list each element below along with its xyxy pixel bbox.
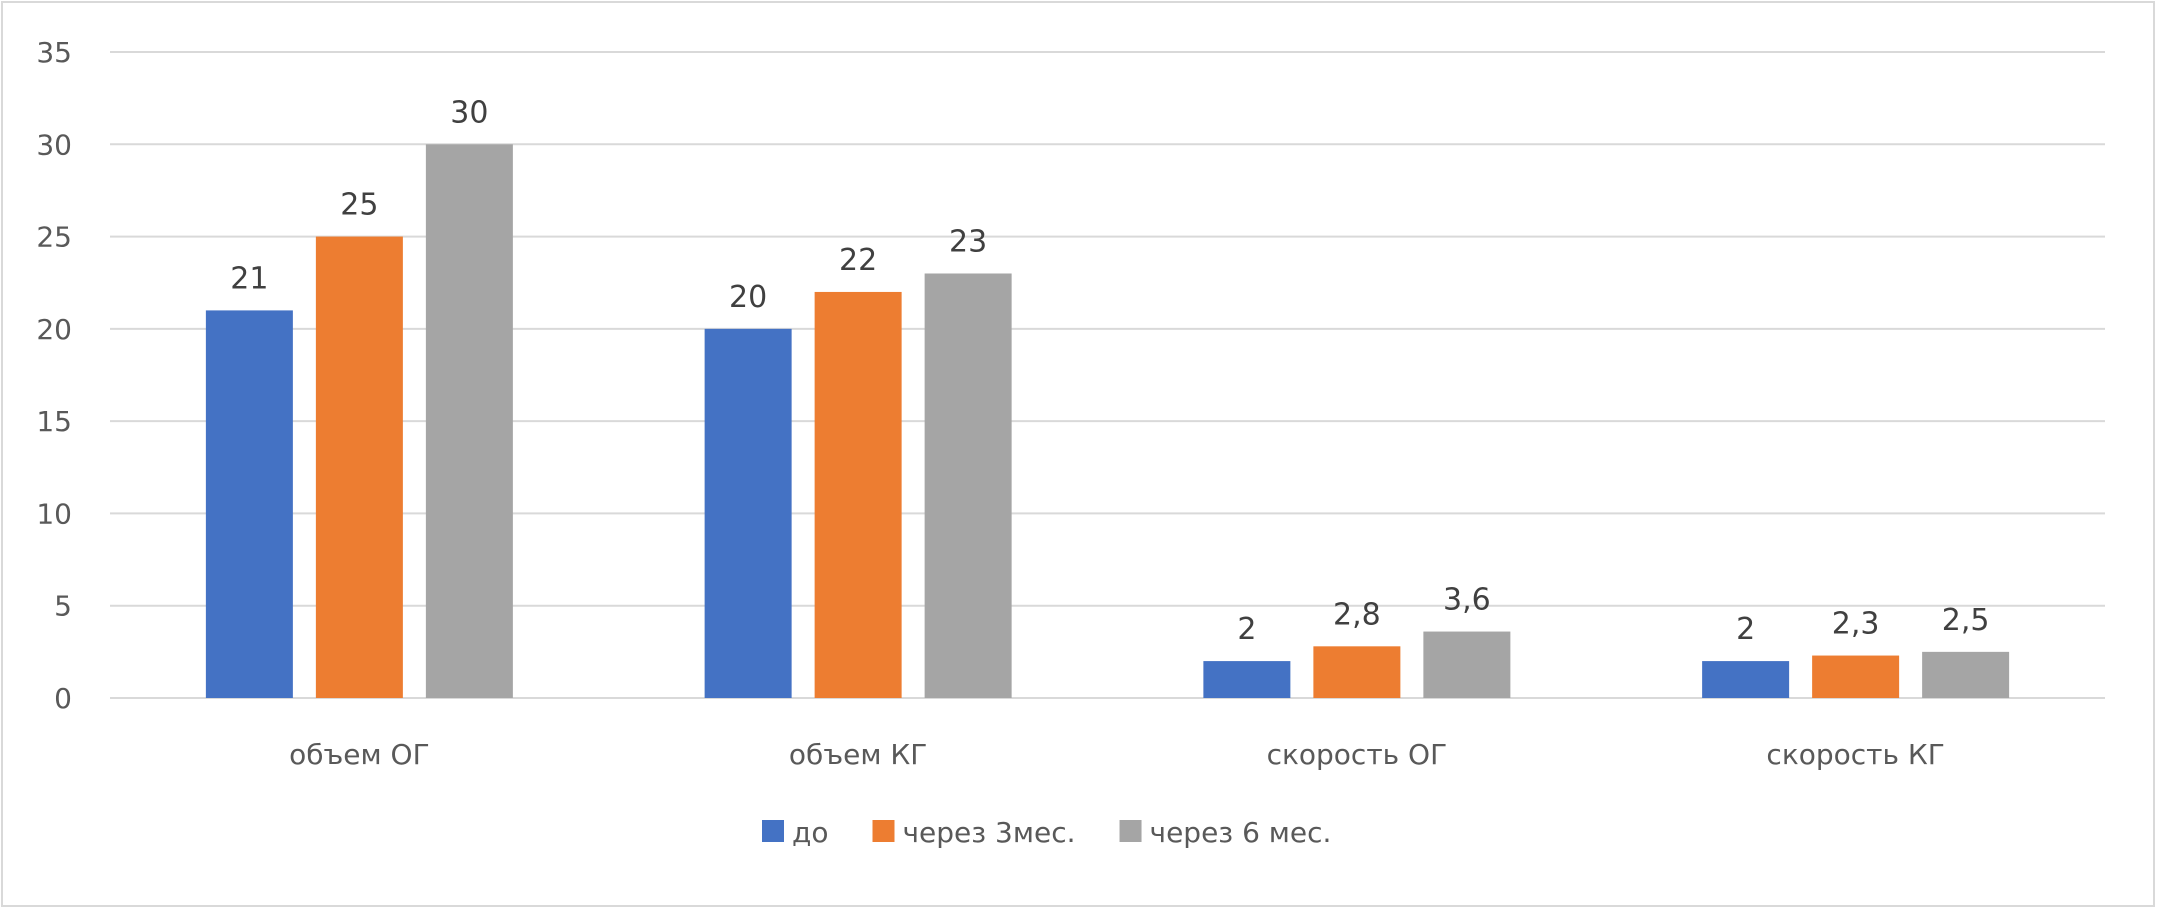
x-category-label: объем ОГ [289,738,430,771]
data-label: 2 [1736,612,1755,647]
legend-swatch [1119,820,1142,842]
data-label: 2,5 [1942,603,1990,638]
y-tick-label: 5 [54,590,72,623]
legend-swatch [872,820,895,842]
bar [1812,655,1900,698]
data-label: 21 [230,261,268,296]
bar [1922,651,2010,698]
bar [425,144,513,699]
bar [924,273,1012,698]
data-label: 2,3 [1832,607,1880,642]
y-tick-label: 20 [36,313,72,346]
x-category-label: объем КГ [789,738,927,771]
legend-label: через 6 мес. [1150,816,1332,849]
bar [1423,631,1511,698]
bar [1203,661,1291,698]
bar [1313,646,1401,698]
data-label: 20 [729,280,767,315]
data-label: 2 [1237,612,1256,647]
data-label: 2,8 [1333,597,1381,632]
legend-swatch [762,820,784,842]
data-label: 23 [949,224,987,259]
data-label: 22 [839,243,877,278]
y-tick-label: 15 [36,405,72,438]
bar [315,236,403,699]
y-tick-label: 25 [36,221,72,254]
legend-label: до [792,816,829,849]
data-label: 25 [340,188,378,223]
y-tick-label: 35 [36,36,72,69]
bar [205,310,293,698]
bar [1702,661,1790,698]
x-category-label: скорость ОГ [1267,738,1448,771]
y-tick-label: 10 [36,497,72,530]
y-tick-label: 0 [54,682,72,715]
x-category-label: скорость КГ [1766,738,1944,771]
data-label: 30 [450,95,488,130]
legend-label: через 3мес. [903,816,1076,849]
bar [814,291,902,698]
data-label: 3,6 [1443,583,1491,618]
bar [704,328,792,698]
y-tick-label: 30 [36,128,72,161]
